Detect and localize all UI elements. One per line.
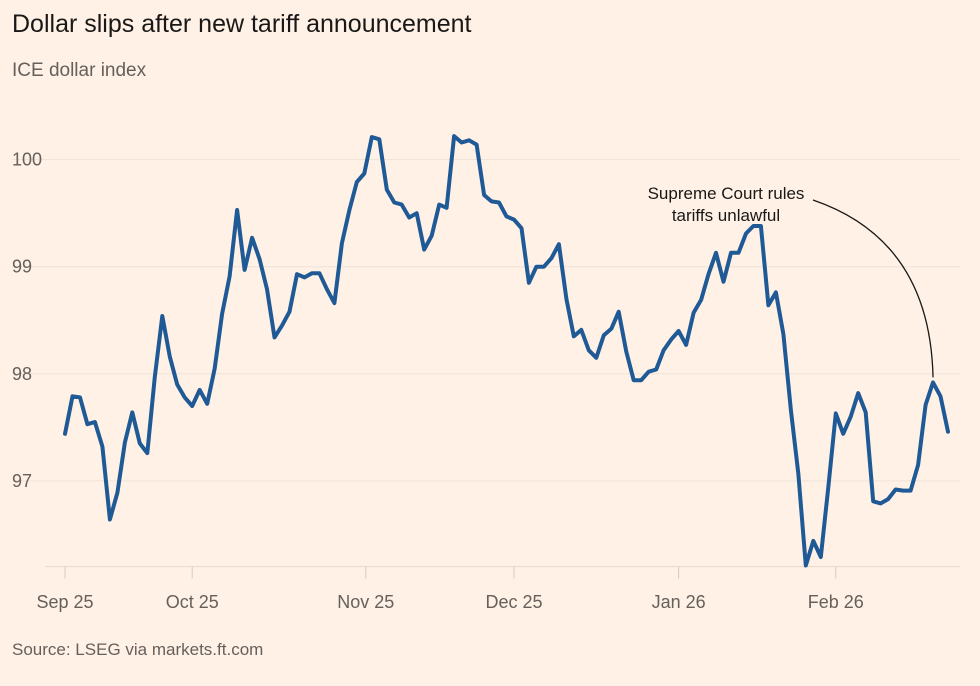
chart-subtitle: ICE dollar index	[12, 60, 147, 81]
x-tick-label: Nov 25	[337, 592, 394, 612]
annotation-line-2: tariffs unlawful	[672, 206, 780, 225]
x-tick-label: Sep 25	[36, 592, 93, 612]
x-tick-label: Jan 26	[652, 592, 706, 612]
y-tick-label: 100	[12, 150, 42, 170]
x-tick-label: Feb 26	[808, 592, 864, 612]
y-tick-label: 97	[12, 471, 32, 491]
chart-source: Source: LSEG via markets.ft.com	[12, 640, 264, 659]
series-line-ice-dollar-index	[63, 134, 950, 568]
chart-title: Dollar slips after new tariff announceme…	[12, 10, 472, 38]
annotation-connector	[812, 199, 934, 378]
y-tick-label: 98	[12, 364, 32, 384]
x-tick-label: Dec 25	[485, 592, 542, 612]
x-tick-label: Oct 25	[166, 592, 219, 612]
annotation-line-1: Supreme Court rules	[648, 184, 805, 203]
y-tick-label: 99	[12, 257, 32, 277]
